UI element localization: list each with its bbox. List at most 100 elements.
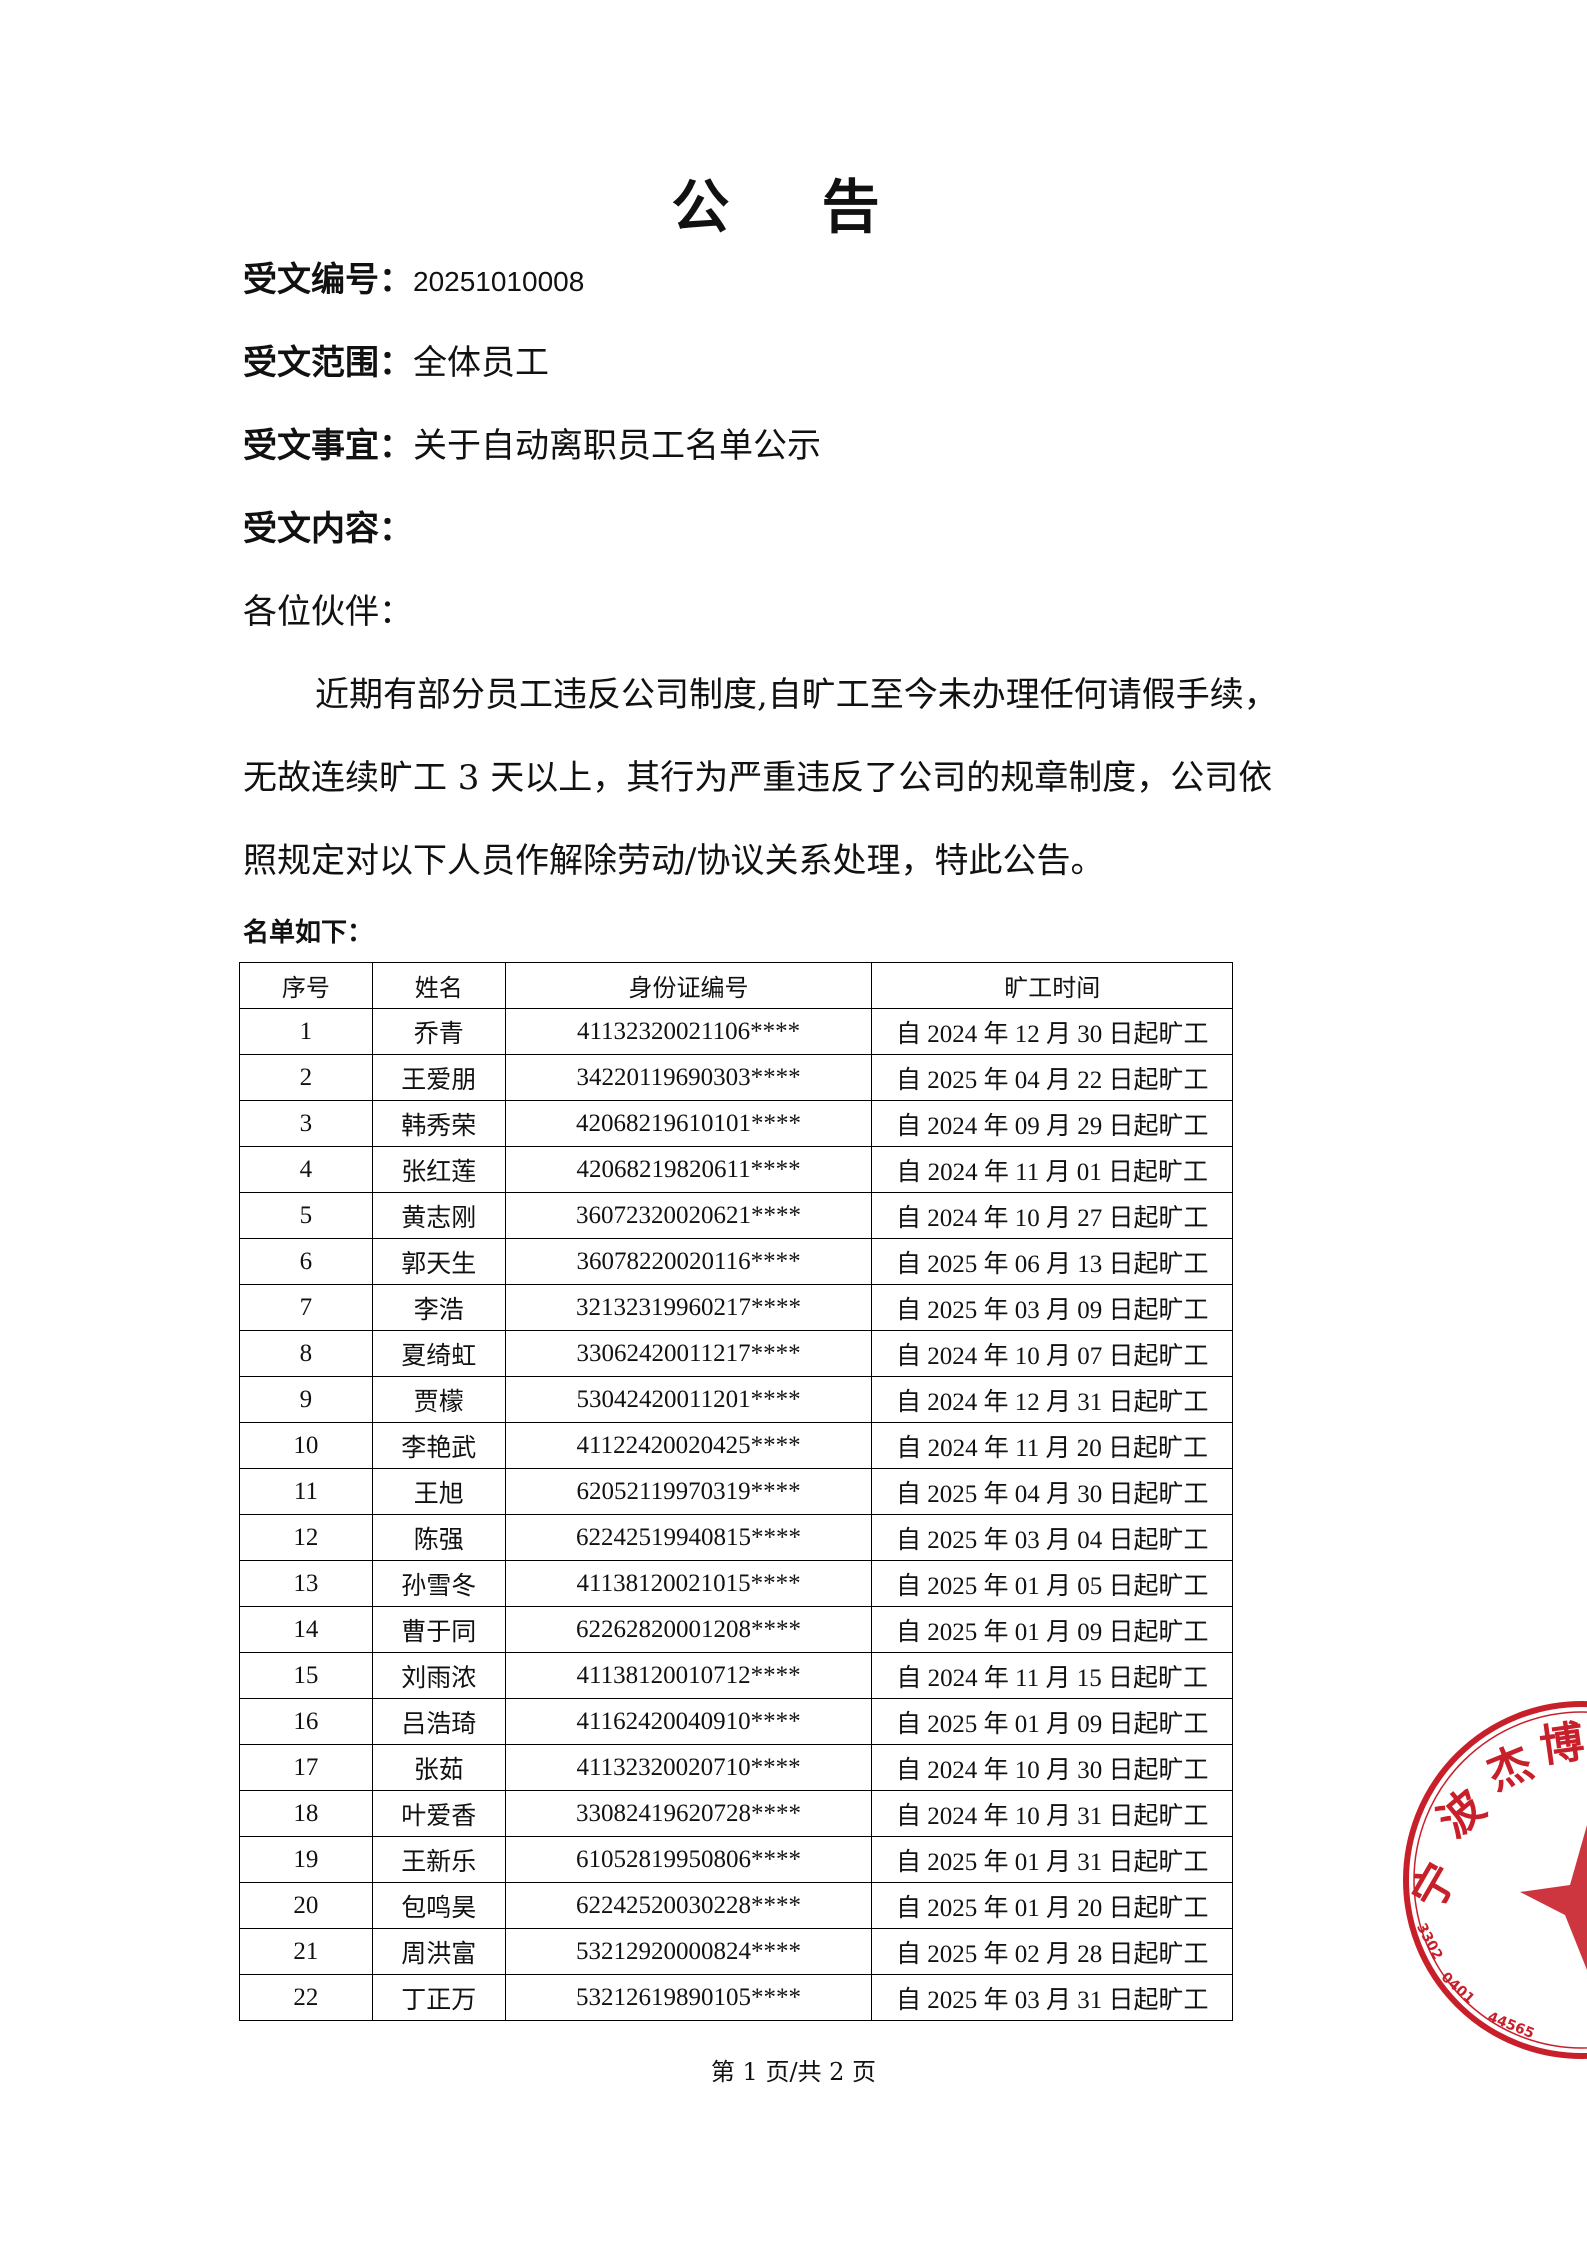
cell-id-number: 53212619890105**** — [504, 1974, 873, 2021]
table-row: 21 周洪富 53212920000824**** 自 2025 年 02 月 28 … — [239, 1928, 1233, 1975]
cell-id-number: 36078220020116**** — [504, 1238, 873, 1285]
cell-absence-date: 自 2024 年 10 月 07 日起旷工 — [871, 1330, 1233, 1377]
header-absence-date: 旷工时间 — [871, 962, 1233, 1009]
cell-id-number: 62262820001208**** — [504, 1606, 873, 1653]
cell-index: 15 — [239, 1652, 373, 1699]
table-row: 5 黄志刚 36072320020621**** 自 2024 年 10 月 27 日… — [239, 1192, 1233, 1239]
cell-absence-date: 自 2025 年 01 月 09 日起旷工 — [871, 1698, 1233, 1745]
cell-id-number: 62242520030228**** — [504, 1882, 873, 1929]
cell-index: 4 — [239, 1146, 373, 1193]
cell-name: 李浩 — [371, 1284, 506, 1331]
table-row: 3 韩秀荣 42068219610101**** 自 2024 年 09 月 29 日… — [239, 1100, 1233, 1147]
cell-absence-date: 自 2025 年 03 月 04 日起旷工 — [871, 1514, 1233, 1561]
table-row: 1 乔青 41132320021106**** 自 2024 年 12 月 30 日起… — [239, 1008, 1233, 1055]
cell-index: 8 — [239, 1330, 373, 1377]
cell-name: 李艳武 — [371, 1422, 506, 1469]
cell-id-number: 62052119970319**** — [504, 1468, 873, 1515]
cell-name: 夏绮虹 — [371, 1330, 506, 1377]
cell-index: 12 — [239, 1514, 373, 1561]
cell-name: 周洪富 — [371, 1928, 506, 1975]
cell-name: 吕浩琦 — [371, 1698, 506, 1745]
cell-id-number: 41138120010712**** — [504, 1652, 873, 1699]
field-value: 全体员工 — [413, 343, 549, 383]
cell-absence-date: 自 2025 年 01 月 31 日起旷工 — [871, 1836, 1233, 1883]
cell-name: 张红莲 — [371, 1146, 506, 1193]
cell-index: 9 — [239, 1376, 373, 1423]
svg-text:博: 博 — [1537, 1716, 1587, 1773]
list-title: 名单如下： — [243, 918, 374, 948]
cell-name: 郭天生 — [371, 1238, 506, 1285]
cell-name: 叶爱香 — [371, 1790, 506, 1837]
table-row: 6 郭天生 36078220020116**** 自 2025 年 06 月 13 日… — [239, 1238, 1233, 1285]
cell-index: 10 — [239, 1422, 373, 1469]
cell-absence-date: 自 2025 年 03 月 09 日起旷工 — [871, 1284, 1233, 1331]
cell-index: 3 — [239, 1100, 373, 1147]
cell-name: 黄志刚 — [371, 1192, 506, 1239]
cell-absence-date: 自 2025 年 04 月 30 日起旷工 — [871, 1468, 1233, 1515]
cell-id-number: 53212920000824**** — [504, 1928, 873, 1975]
table-row: 8 夏绮虹 33062420011217**** 自 2024 年 10 月 07 日… — [239, 1330, 1233, 1377]
cell-name: 孙雪冬 — [371, 1560, 506, 1607]
table-row: 14 曹于同 62262820001208**** 自 2025 年 01 月 09 … — [239, 1606, 1233, 1653]
cell-absence-date: 自 2025 年 03 月 31 日起旷工 — [871, 1974, 1233, 2021]
cell-name: 贾檬 — [371, 1376, 506, 1423]
cell-name: 韩秀荣 — [371, 1100, 506, 1147]
cell-id-number: 41138120021015**** — [504, 1560, 873, 1607]
table-header-row: 序号 姓名 身份证编号 旷工时间 — [239, 962, 1233, 1009]
cell-absence-date: 自 2024 年 12 月 31 日起旷工 — [871, 1376, 1233, 1423]
cell-id-number: 41132320021106**** — [504, 1008, 873, 1055]
field-label: 受文编号： — [243, 260, 413, 300]
cell-id-number: 34220119690303**** — [504, 1054, 873, 1101]
cell-index: 20 — [239, 1882, 373, 1929]
cell-id-number: 62242519940815**** — [504, 1514, 873, 1561]
cell-id-number: 53042420011201**** — [504, 1376, 873, 1423]
field-label: 受文事宜： — [243, 426, 413, 466]
cell-absence-date: 自 2024 年 10 月 31 日起旷工 — [871, 1790, 1233, 1837]
cell-id-number: 41132320020710**** — [504, 1744, 873, 1791]
cell-absence-date: 自 2024 年 12 月 30 日起旷工 — [871, 1008, 1233, 1055]
svg-text:宁: 宁 — [1402, 1854, 1468, 1918]
table-row: 15 刘雨浓 41138120010712**** 自 2024 年 11 月 15 … — [239, 1652, 1233, 1699]
cell-absence-date: 自 2025 年 04 月 22 日起旷工 — [871, 1054, 1233, 1101]
table-row: 11 王旭 62052119970319**** 自 2025 年 04 月 30 日… — [239, 1468, 1233, 1515]
cell-name: 丁正万 — [371, 1974, 506, 2021]
field-value: 20251010008 — [413, 266, 585, 297]
cell-absence-date: 自 2024 年 11 月 01 日起旷工 — [871, 1146, 1233, 1193]
body-line-3: 照规定对以下人员作解除劳动/协议关系处理，特此公告。 — [243, 841, 1105, 881]
cell-name: 王新乐 — [371, 1836, 506, 1883]
cell-absence-date: 自 2025 年 06 月 13 日起旷工 — [871, 1238, 1233, 1285]
cell-id-number: 33082419620728**** — [504, 1790, 873, 1837]
cell-name: 包鸣昊 — [371, 1882, 506, 1929]
cell-id-number: 61052819950806**** — [504, 1836, 873, 1883]
table-row: 20 包鸣昊 62242520030228**** 自 2025 年 01 月 20 … — [239, 1882, 1233, 1929]
cell-index: 2 — [239, 1054, 373, 1101]
cell-index: 22 — [239, 1974, 373, 2021]
field-content: 受文内容： — [243, 501, 413, 550]
header-index: 序号 — [239, 962, 373, 1009]
table-row: 4 张红莲 42068219820611**** 自 2024 年 11 月 01 日… — [239, 1146, 1233, 1193]
cell-index: 11 — [239, 1468, 373, 1515]
cell-index: 14 — [239, 1606, 373, 1653]
cell-index: 17 — [239, 1744, 373, 1791]
cell-id-number: 41162420040910**** — [504, 1698, 873, 1745]
cell-index: 16 — [239, 1698, 373, 1745]
table-row: 7 李浩 32132319960217**** 自 2025 年 03 月 09 日起… — [239, 1284, 1233, 1331]
svg-text:杰: 杰 — [1480, 1737, 1540, 1801]
cell-index: 19 — [239, 1836, 373, 1883]
cell-id-number: 41122420020425**** — [504, 1422, 873, 1469]
page-footer: 第 1 页/共 2 页 — [710, 2058, 877, 2086]
table-row: 9 贾檬 53042420011201**** 自 2024 年 12 月 31 日起… — [239, 1376, 1233, 1423]
field-value: 关于自动离职员工名单公示 — [413, 426, 821, 466]
header-id: 身份证编号 — [504, 962, 873, 1009]
svg-text:波: 波 — [1429, 1780, 1495, 1847]
cell-index: 13 — [239, 1560, 373, 1607]
cell-index: 7 — [239, 1284, 373, 1331]
cell-name: 乔青 — [371, 1008, 506, 1055]
cell-index: 21 — [239, 1928, 373, 1975]
cell-name: 刘雨浓 — [371, 1652, 506, 1699]
table-row: 17 张茹 41132320020710**** 自 2024 年 10 月 30 日… — [239, 1744, 1233, 1791]
table-row: 19 王新乐 61052819950806**** 自 2025 年 01 月 31 … — [239, 1836, 1233, 1883]
cell-name: 王旭 — [371, 1468, 506, 1515]
cell-absence-date: 自 2024 年 09 月 29 日起旷工 — [871, 1100, 1233, 1147]
cell-absence-date: 自 2024 年 10 月 30 日起旷工 — [871, 1744, 1233, 1791]
